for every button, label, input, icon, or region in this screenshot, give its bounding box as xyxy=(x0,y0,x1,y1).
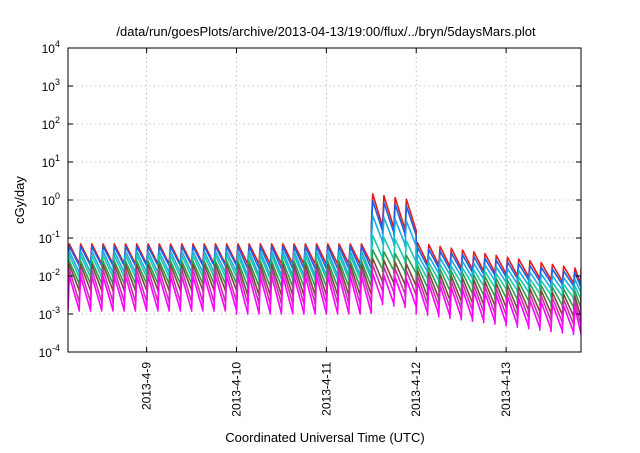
chart-title: /data/run/goesPlots/archive/2013-04-13/1… xyxy=(116,24,536,39)
y-tick-label: 10-4 xyxy=(39,343,60,360)
x-tick-label: 2013-4-13 xyxy=(499,362,513,417)
x-axis-label: Coordinated Universal Time (UTC) xyxy=(225,430,424,445)
y-tick-label: 104 xyxy=(42,39,60,56)
y-tick-label: 103 xyxy=(42,77,60,94)
y-tick-label: 102 xyxy=(42,115,60,132)
x-tick-label: 2013-4-10 xyxy=(230,362,244,417)
y-axis: 10-4 10-3 10-2 10-1 100 101 102 103 104 xyxy=(39,39,581,360)
y-axis-label: cGy/day xyxy=(12,176,27,224)
y-tick-label: 10-3 xyxy=(39,305,60,322)
x-tick-label: 2013-4-12 xyxy=(409,362,423,417)
y-tick-label: 10-1 xyxy=(39,229,60,246)
y-tick-label: 10-2 xyxy=(39,267,60,284)
x-tick-label: 2013-4-9 xyxy=(140,362,154,410)
series-group xyxy=(68,193,581,336)
x-tick-label: 2013-4-11 xyxy=(319,362,333,416)
y-tick-label: 101 xyxy=(42,153,60,170)
series-line xyxy=(68,272,581,336)
x-axis: 2013-4-9 2013-4-10 2013-4-11 2013-4-12 2013-… xyxy=(140,48,513,417)
y-tick-label: 100 xyxy=(42,191,60,208)
